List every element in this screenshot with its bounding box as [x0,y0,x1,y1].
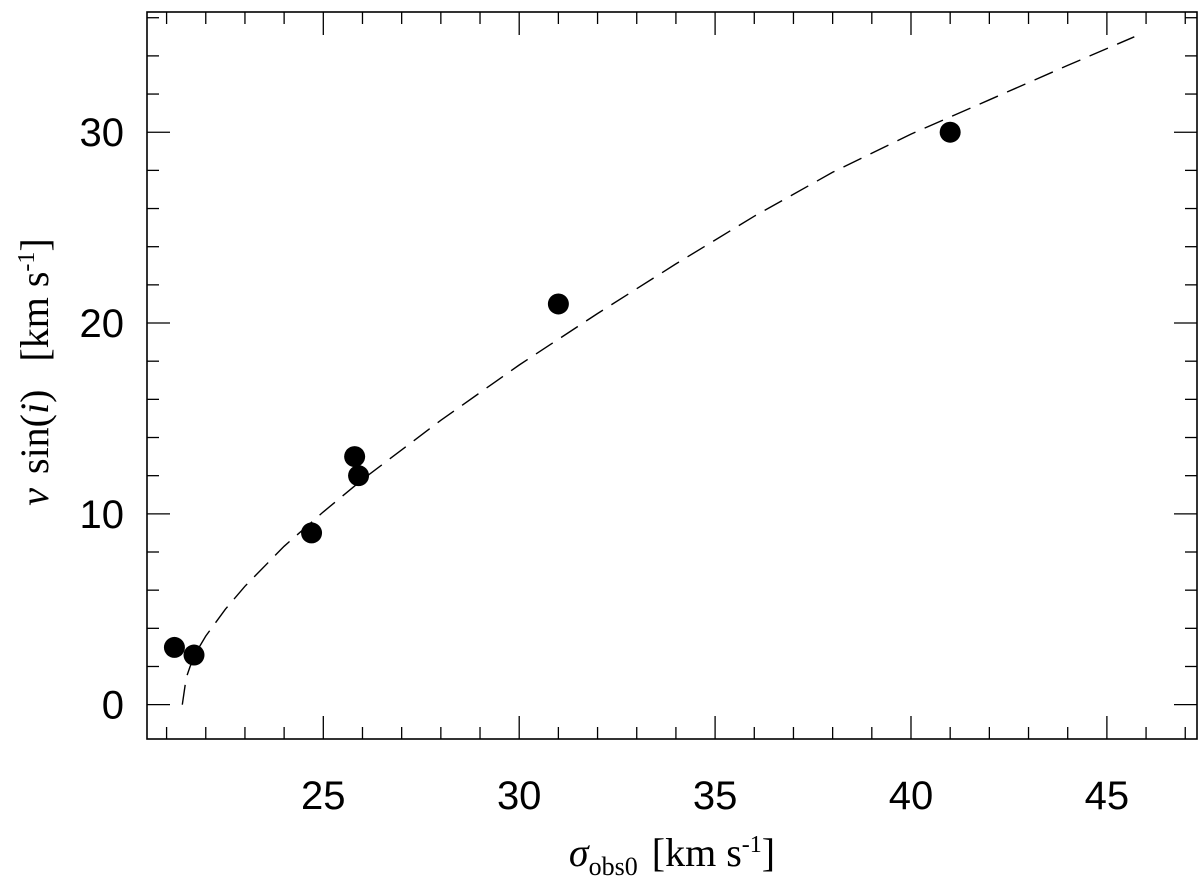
x-tick-labels: 25 30 35 40 45 [301,774,1129,818]
minor-ticks [147,12,1197,739]
data-point [348,465,370,487]
major-ticks [147,12,1197,739]
y-tick-label: 0 [102,684,124,728]
y-tick-label: 30 [80,111,125,155]
data-point [183,644,205,666]
x-tick-label: 40 [889,774,934,818]
y-tick-label: 20 [80,302,125,346]
data-point [939,121,961,143]
x-tick-label: 25 [301,774,346,818]
x-axis-label: σobs0 [km s-1] [569,830,775,878]
data-point [163,636,185,658]
data-points [163,121,961,666]
data-point [301,522,323,544]
y-tick-labels: 0 10 20 30 [80,111,125,727]
data-point [344,446,366,468]
x-tick-label: 30 [497,774,542,818]
fit-curve-dashed [181,36,1135,705]
x-tick-label: 45 [1085,774,1130,818]
data-point [547,293,569,315]
plot-frame [146,11,1198,740]
x-tick-label: 35 [693,774,738,818]
y-axis-label: vsin(i)[km s-1] [12,238,57,506]
y-tick-label: 10 [80,493,125,537]
